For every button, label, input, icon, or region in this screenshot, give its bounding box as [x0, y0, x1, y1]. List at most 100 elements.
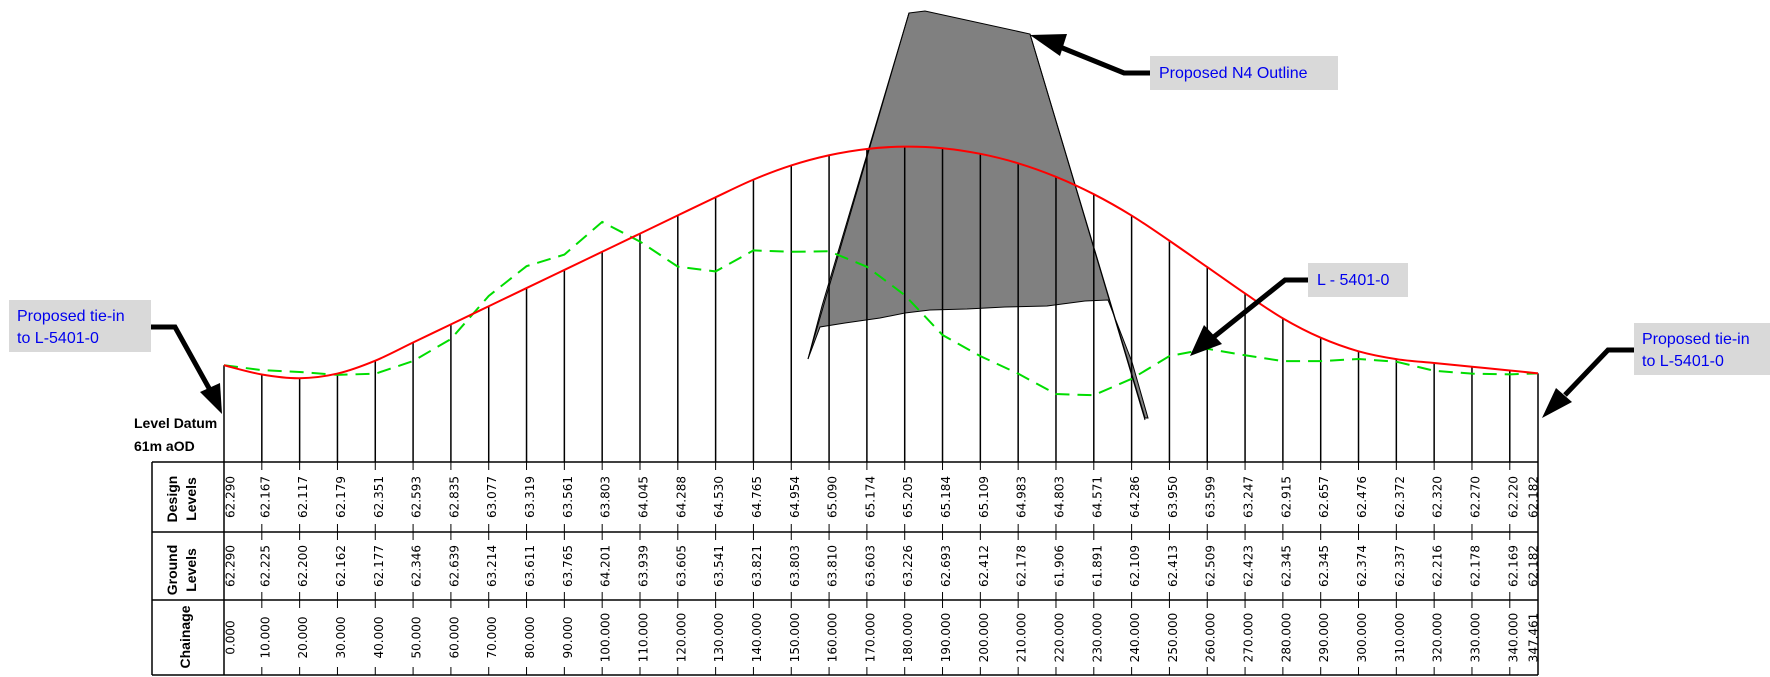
- chainage-value: 120.000: [674, 613, 688, 663]
- chainage-value: 70.000: [485, 617, 499, 659]
- chainage-value: 230.000: [1090, 613, 1104, 663]
- design-level-value: 62.351: [372, 476, 386, 518]
- arrow-shaft: [151, 324, 213, 392]
- chainage-value: 300.000: [1355, 613, 1369, 663]
- callout-n4-outline: Proposed N4 Outline: [1030, 34, 1338, 90]
- level-datum-line2: 61m aOD: [134, 438, 195, 454]
- chainage-value: 90.000: [561, 617, 575, 659]
- design-level-value: 63.319: [523, 476, 537, 518]
- chainage-value: 40.000: [372, 617, 386, 659]
- design-level-value: 64.530: [712, 476, 726, 518]
- design-level-value: 64.045: [636, 476, 650, 518]
- ground-level-value: 62.337: [1393, 545, 1407, 587]
- arrow-head: [1190, 325, 1222, 356]
- design-level-value: 65.109: [977, 476, 991, 518]
- design-level-value: 65.174: [863, 476, 877, 518]
- design-level-value: 64.954: [788, 476, 802, 518]
- chainage-value: 210.000: [1015, 613, 1029, 663]
- design-level-value: 64.571: [1090, 476, 1104, 518]
- design-level-value: 62.320: [1431, 476, 1445, 518]
- design-level-value: 64.983: [1015, 476, 1029, 518]
- ground-level-value: 62.346: [410, 545, 424, 587]
- tie-in-left-line2: to L-5401-0: [17, 330, 99, 347]
- chainage-value: 250.000: [1166, 613, 1180, 663]
- chainage-value: 340.000: [1506, 613, 1520, 663]
- chainage-value: 100.000: [599, 613, 613, 663]
- chainage-value: 20.000: [296, 617, 310, 659]
- ground-level-value: 62.639: [447, 545, 461, 587]
- design-level-value: 64.288: [674, 476, 688, 518]
- design-level-value: 62.657: [1317, 476, 1331, 518]
- design-level-value: 63.561: [561, 476, 575, 518]
- n4-outline-right-edge: [1029, 33, 1146, 421]
- ground-level-value: 63.611: [523, 545, 537, 587]
- ground-level-value: 61.891: [1090, 545, 1104, 587]
- tie-in-right-line2: to L-5401-0: [1642, 353, 1724, 370]
- chainage-value: 50.000: [410, 617, 424, 659]
- arrow-head: [200, 383, 222, 414]
- ground-level-value: 62.216: [1431, 545, 1445, 587]
- ground-level-value: 63.765: [561, 545, 575, 587]
- design-level-value: 64.765: [750, 476, 764, 518]
- chainage-value: 130.000: [712, 613, 726, 663]
- table-grid: [151, 461, 1539, 676]
- level-ordinates: [223, 146, 1539, 462]
- chainage-value: 220.000: [1052, 613, 1066, 663]
- level-datum-line1: Level Datum: [134, 415, 217, 431]
- design-level-value: 63.247: [1242, 476, 1256, 518]
- ground-level-value: 62.225: [258, 545, 272, 587]
- design-level-value: 65.205: [901, 476, 915, 518]
- ground-level-value: 62.200: [296, 545, 310, 587]
- design-level-value: 64.286: [1128, 476, 1142, 518]
- ground-level-value: 62.178: [1015, 545, 1029, 587]
- arrow-shaft: [1208, 277, 1308, 342]
- label-box: [1150, 56, 1338, 90]
- chainage-value: 0.000: [224, 620, 238, 654]
- tie-in-left-line1: Proposed tie-in: [17, 308, 125, 325]
- ground-level-value: 63.541: [712, 545, 726, 587]
- ground-level-value: 63.939: [636, 545, 650, 587]
- label-box: [9, 300, 151, 352]
- table-cells: 62.290 62.167 62.117 62.179 62.351 62.593 62.8…: [224, 462, 1541, 675]
- ground-level-value: 62.374: [1355, 545, 1369, 587]
- ground-level-value: 63.803: [788, 545, 802, 587]
- n4-outline-label: Proposed N4 Outline: [1159, 65, 1308, 82]
- chainage-value: 110.000: [636, 613, 650, 663]
- ground-level-value: 63.226: [901, 545, 915, 587]
- design-level-value: 62.167: [258, 476, 272, 518]
- ground-level-value: 62.162: [334, 545, 348, 587]
- design-level-value: 62.915: [1279, 476, 1293, 518]
- ground-level-value: 62.177: [372, 545, 386, 587]
- chainage-value: 150.000: [788, 613, 802, 663]
- design-level-value: 62.476: [1355, 476, 1369, 518]
- chainage-value: 140.000: [750, 613, 764, 663]
- design-level-value: 62.220: [1506, 476, 1520, 518]
- ground-level-value: 62.693: [939, 545, 953, 587]
- design-level-value: 62.182: [1527, 476, 1541, 518]
- design-level-value: 65.184: [939, 476, 953, 518]
- design-level-value: 63.077: [485, 476, 499, 518]
- design-level-line: [223, 145, 1539, 380]
- n4-outline-left-edge: [807, 12, 910, 360]
- design-levels-header-line1: Design: [164, 476, 180, 523]
- ground-level-value: 63.821: [750, 545, 764, 587]
- chainage-value: 240.000: [1128, 613, 1142, 663]
- arrow-shaft: [1059, 44, 1150, 76]
- chainage-value: 347.461: [1527, 613, 1541, 663]
- chainage-value: 200.000: [977, 613, 991, 663]
- chainage-value: 310.000: [1393, 613, 1407, 663]
- ground-level-value: 62.412: [977, 545, 991, 587]
- chainage-value: 290.000: [1317, 613, 1331, 663]
- chainage-value: 10.000: [258, 617, 272, 659]
- ground-level-value: 63.605: [674, 545, 688, 587]
- ground-level-value: 62.290: [224, 545, 238, 587]
- ground-level-value: 63.603: [863, 545, 877, 587]
- arrow-head: [1030, 34, 1067, 56]
- ground-level-value: 62.413: [1166, 545, 1180, 587]
- chainage-value: 170.000: [863, 613, 877, 663]
- chainage-value: 260.000: [1204, 613, 1218, 663]
- ground-levels-header-line2: Levels: [183, 548, 199, 592]
- ground-level-value: 62.169: [1506, 545, 1520, 587]
- design-level-value: 62.117: [296, 476, 310, 518]
